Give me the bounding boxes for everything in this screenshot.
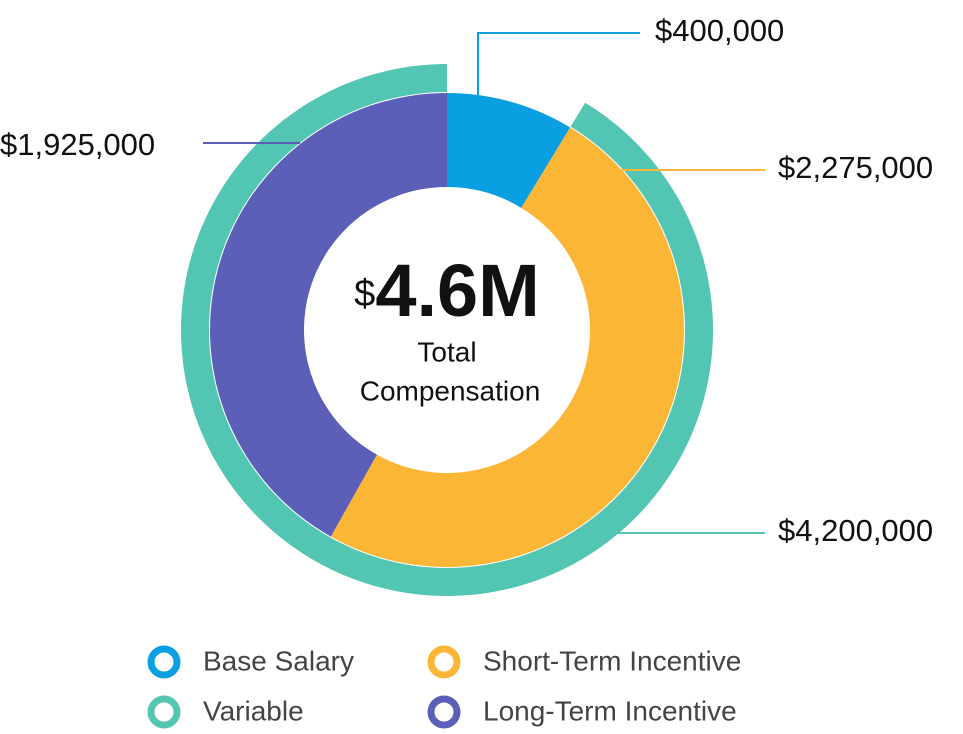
center-caption: Total <box>417 336 476 367</box>
legend-marker <box>147 695 181 729</box>
center-currency: $ <box>354 273 375 315</box>
value-label: $1,925,000 <box>0 127 155 162</box>
slice <box>447 93 571 208</box>
legend-label: Base Salary <box>203 645 354 676</box>
slice <box>209 93 447 537</box>
value-label: $4,200,000 <box>778 513 933 548</box>
center-caption: Compensation <box>360 375 541 406</box>
legend-marker <box>427 695 461 729</box>
center-amount: 4.6M <box>375 249 540 332</box>
value-label: $2,275,000 <box>778 150 933 185</box>
legend-label: Long-Term Incentive <box>483 695 737 726</box>
leader-line <box>477 32 640 95</box>
slice <box>330 127 685 568</box>
center-value: $4.6M <box>354 249 540 332</box>
legend-label: Short-Term Incentive <box>483 645 741 676</box>
legend-marker <box>147 645 181 679</box>
legend-label: Variable <box>203 695 304 726</box>
donut-hole <box>304 187 590 473</box>
legend-marker <box>427 645 461 679</box>
value-label: $400,000 <box>655 13 784 48</box>
